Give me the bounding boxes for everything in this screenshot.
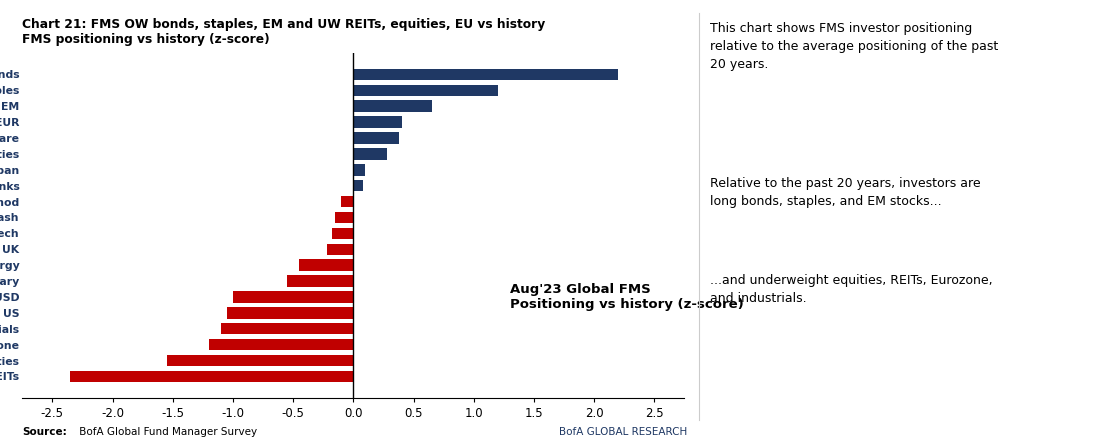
Bar: [354, 164, 365, 175]
Text: This chart shows FMS investor positioning
relative to the average positioning of: This chart shows FMS investor positionin…: [710, 22, 998, 71]
Bar: [342, 196, 354, 207]
Text: ...and underweight equities, REITs, Eurozone,
and industrials.: ...and underweight equities, REITs, Euro…: [710, 274, 993, 305]
Bar: [299, 259, 354, 271]
Bar: [354, 132, 400, 144]
Bar: [233, 291, 354, 303]
Text: Aug'23 Global FMS
Positioning vs history (z-score): Aug'23 Global FMS Positioning vs history…: [510, 283, 743, 311]
Bar: [70, 371, 354, 382]
Text: Source:: Source:: [22, 427, 67, 438]
Bar: [332, 228, 354, 239]
Bar: [220, 323, 354, 335]
Text: Relative to the past 20 years, investors are
long bonds, staples, and EM stocks.: Relative to the past 20 years, investors…: [710, 177, 981, 208]
Bar: [335, 212, 354, 223]
Bar: [354, 180, 363, 191]
Text: Chart 21: FMS OW bonds, staples, EM and UW REITs, equities, EU vs history
FMS po: Chart 21: FMS OW bonds, staples, EM and …: [22, 18, 545, 46]
Bar: [327, 244, 354, 255]
Bar: [209, 339, 354, 351]
Bar: [354, 69, 619, 80]
Bar: [287, 275, 354, 287]
Text: BofA Global Fund Manager Survey: BofA Global Fund Manager Survey: [76, 427, 257, 438]
Text: BofA GLOBAL RESEARCH: BofA GLOBAL RESEARCH: [559, 427, 688, 438]
Bar: [227, 307, 354, 319]
Bar: [354, 100, 432, 112]
Bar: [354, 84, 498, 96]
Bar: [354, 116, 402, 128]
Bar: [354, 148, 387, 160]
Bar: [167, 355, 354, 366]
